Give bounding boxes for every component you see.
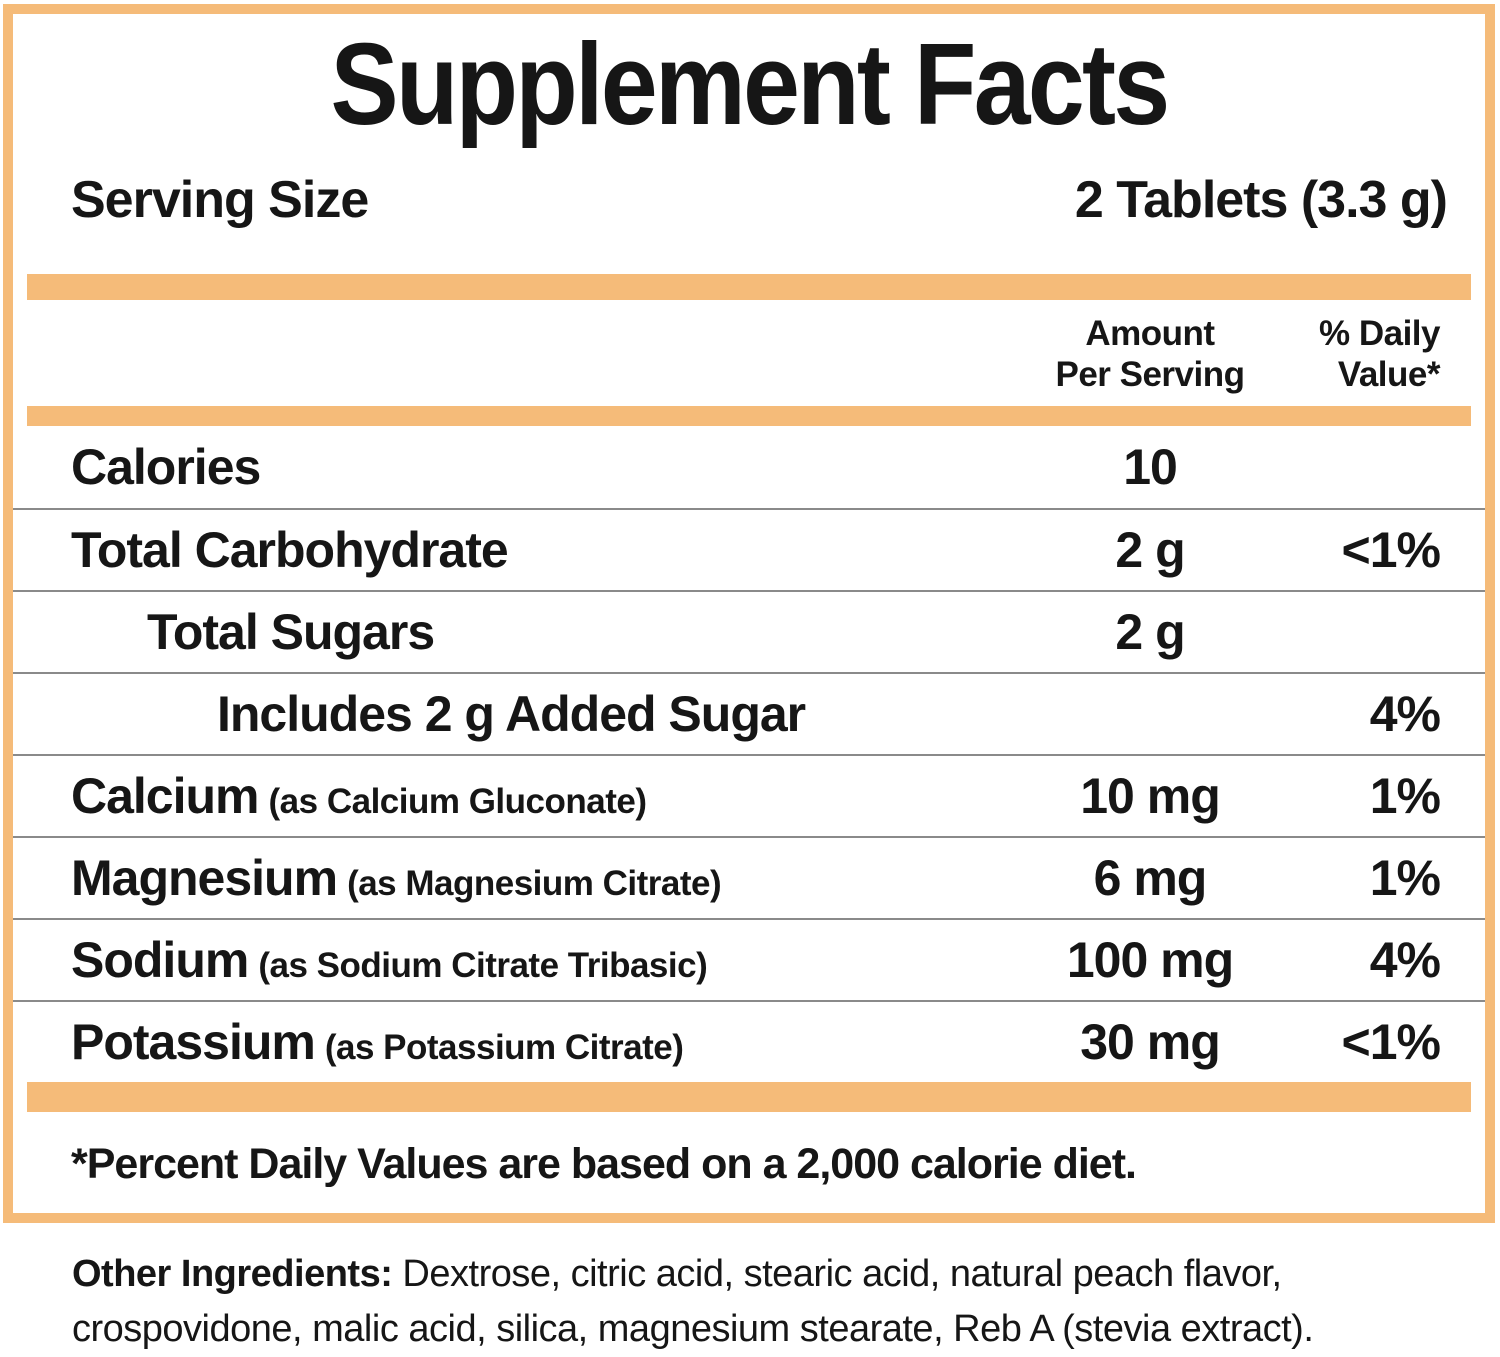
table-row-sodium: Sodium (as Sodium Citrate Tribasic) 100 m… <box>13 917 1485 1000</box>
nutrient-name: Calories <box>71 438 261 495</box>
table-row-magnesium: Magnesium (as Magnesium Citrate) 6 mg 1% <box>13 835 1485 918</box>
dv-header-line1: % Daily <box>1319 313 1441 353</box>
nutrient-amount: 6 mg <box>1093 849 1208 906</box>
table-row-calories: Calories 10 <box>13 426 1485 508</box>
serving-size-row: Serving Size 2 Tablets (3.3 g) <box>13 146 1485 230</box>
daily-value-footnote: *Percent Daily Values are based on a 2,0… <box>71 1139 1137 1188</box>
nutrient-name: Potassium <box>71 1013 316 1070</box>
other-ingredients: Other Ingredients: Dextrose, citric acid… <box>72 1247 1462 1357</box>
panel-title: Supplement Facts <box>330 19 1171 149</box>
daily-value-column-header: % Daily Value* <box>1285 313 1441 396</box>
nutrient-detail: (as Potassium Citrate) <box>324 1027 684 1067</box>
separator-bar-bottom <box>27 1081 1471 1112</box>
table-row-added-sugar: Includes 2 g Added Sugar 4% <box>13 671 1485 754</box>
table-row-calcium: Calcium (as Calcium Gluconate) 10 mg 1% <box>13 753 1485 836</box>
nutrient-detail: (as Calcium Gluconate) <box>268 781 647 821</box>
nutrient-amount: 2 g <box>1115 521 1185 578</box>
nutrient-detail: (as Magnesium Citrate) <box>347 863 722 903</box>
other-ingredients-label: Other Ingredients: <box>72 1253 393 1295</box>
nutrient-dv: 4% <box>1369 931 1441 988</box>
nutrient-name: Includes 2 g Added Sugar <box>217 685 806 742</box>
amount-header-line1: Amount <box>1085 313 1215 353</box>
nutrient-amount: 2 g <box>1115 603 1185 660</box>
amount-header-line2: Per Serving <box>1055 354 1245 394</box>
nutrient-name: Sodium <box>71 931 249 988</box>
serving-size-value: 2 Tablets (3.3 g) <box>1074 170 1448 229</box>
nutrient-name: Total Carbohydrate <box>71 521 509 578</box>
column-headers: Amount Per Serving % Daily Value* <box>13 300 1485 406</box>
nutrient-name: Calcium <box>71 767 260 824</box>
nutrient-detail: (as Sodium Citrate Tribasic) <box>258 945 708 985</box>
nutrient-dv: 4% <box>1369 685 1441 742</box>
nutrient-dv: <1% <box>1341 1013 1441 1070</box>
separator-bar-header <box>27 405 1471 426</box>
nutrient-dv: 1% <box>1369 767 1441 824</box>
nutrient-amount: 30 mg <box>1080 1013 1221 1070</box>
nutrient-amount: 10 <box>1123 438 1178 495</box>
table-row-total-sugars: Total Sugars 2 g <box>13 589 1485 672</box>
separator-bar-top <box>27 273 1471 300</box>
serving-size-label: Serving Size <box>71 170 369 229</box>
nutrient-amount: 100 mg <box>1066 931 1234 988</box>
amount-column-header: Amount Per Serving <box>1015 314 1285 396</box>
table-row-total-carbohydrate: Total Carbohydrate 2 g <1% <box>13 507 1485 590</box>
supplement-facts-panel: Supplement Facts Serving Size 2 Tablets … <box>3 4 1495 1223</box>
nutrient-rows: Calories 10 Total Carbohydrate 2 g <1% T… <box>13 426 1485 1082</box>
nutrient-amount: 10 mg <box>1080 767 1221 824</box>
dv-header-line2: Value* <box>1337 354 1441 394</box>
nutrient-dv: <1% <box>1341 521 1441 578</box>
table-row-potassium: Potassium (as Potassium Citrate) 30 mg <1… <box>13 999 1485 1082</box>
nutrient-dv: 1% <box>1369 849 1441 906</box>
nutrient-name: Magnesium <box>71 849 338 906</box>
nutrient-name: Total Sugars <box>147 603 435 660</box>
